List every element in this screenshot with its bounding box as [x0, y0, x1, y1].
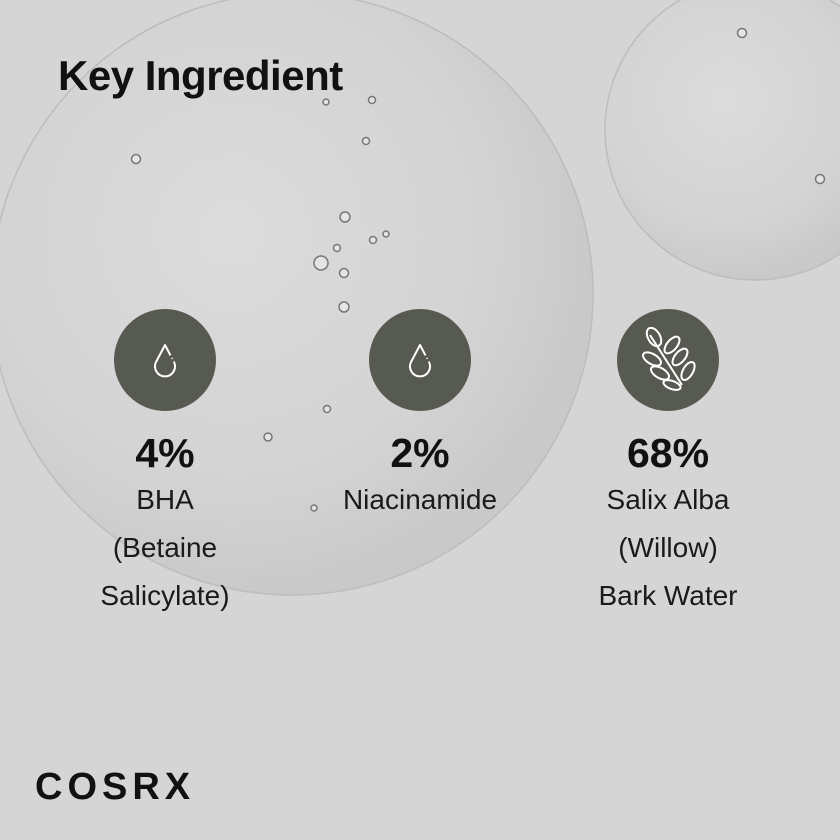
ingredient-niacinamide: 2% Niacinamide — [290, 430, 550, 524]
ingredient-name: Salicylate) — [100, 580, 230, 611]
leaf-branch-icon — [617, 309, 719, 411]
ingredient-percent: 68% — [626, 430, 710, 476]
ingredient-name: (Betaine — [112, 532, 218, 563]
ingredient-bha: 4% BHA (Betaine Salicylate) — [35, 430, 295, 620]
ingredient-name: Salix Alba — [606, 484, 730, 515]
ingredient-willow-bark: 68% Salix Alba (Willow) Bark Water — [538, 430, 798, 620]
small-bubble — [604, 0, 840, 281]
bubble-dots — [130, 27, 826, 512]
ingredient-name: BHA — [136, 484, 194, 515]
water-drop-icon — [369, 309, 471, 411]
ingredient-name: (Willow) — [618, 532, 718, 563]
large-bubble — [0, 0, 594, 596]
page-title: Key Ingredient — [58, 52, 343, 99]
ingredient-name: Bark Water — [598, 580, 738, 611]
ingredient-name: Niacinamide — [342, 484, 498, 515]
water-drop-icon — [114, 309, 216, 411]
ingredient-percent: 4% — [135, 430, 195, 476]
ingredient-percent: 2% — [390, 430, 450, 476]
brand-logo: COSRX — [35, 766, 196, 808]
